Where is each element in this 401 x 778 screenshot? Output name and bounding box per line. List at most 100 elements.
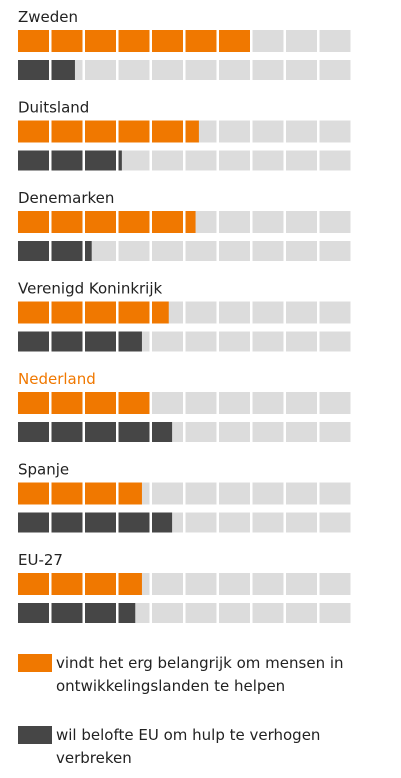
segment-gap xyxy=(116,241,119,261)
category-label: EU-27 xyxy=(18,551,63,569)
segment-gap xyxy=(49,573,52,595)
segment-gap xyxy=(250,603,253,623)
track-segment xyxy=(152,241,183,261)
segment-gap xyxy=(149,422,152,442)
track-segment xyxy=(252,331,284,352)
segment-gap xyxy=(283,331,286,352)
segment-gap xyxy=(283,482,286,505)
segment-gap xyxy=(116,331,119,352)
track-segment xyxy=(286,573,317,595)
track-segment xyxy=(252,60,284,80)
track-segment xyxy=(152,392,183,414)
segment-gap xyxy=(49,30,52,52)
segment-gap xyxy=(149,150,152,171)
segment-gap xyxy=(183,30,186,52)
chart: Zweden Duitsland Denemarken Verenigd Konink… xyxy=(18,8,351,623)
track-segment xyxy=(252,482,284,505)
track-segment xyxy=(286,211,317,233)
segment-gap xyxy=(82,331,85,352)
legend-item: vindt het erg belangrijk om mensen in on… xyxy=(18,652,388,698)
segment-gap xyxy=(183,422,186,442)
segment-gap xyxy=(216,241,219,261)
segment-gap xyxy=(317,482,320,505)
segment-gap xyxy=(250,30,253,52)
segment-gap xyxy=(283,392,286,414)
track-segment xyxy=(185,603,217,623)
segment-gap xyxy=(216,30,219,52)
segment-gap xyxy=(317,30,320,52)
track-segment xyxy=(185,422,217,442)
segment-gap xyxy=(49,512,52,533)
segment-gap xyxy=(283,603,286,623)
segment-gap xyxy=(82,603,85,623)
segment-gap xyxy=(183,150,186,171)
segment-gap xyxy=(216,301,219,324)
bar xyxy=(18,241,92,261)
track-segment xyxy=(319,150,351,171)
segment-gap xyxy=(317,331,320,352)
bar xyxy=(18,512,173,533)
track-segment xyxy=(252,392,284,414)
segment-gap xyxy=(116,211,119,233)
track-segment xyxy=(219,603,250,623)
segment-gap xyxy=(82,422,85,442)
track-segment xyxy=(286,392,317,414)
track-segment xyxy=(319,241,351,261)
segment-gap xyxy=(250,392,253,414)
segment-gap xyxy=(183,512,186,533)
segment-gap xyxy=(49,331,52,352)
track-segment xyxy=(319,573,351,595)
track-segment xyxy=(219,211,250,233)
track-segment xyxy=(319,30,351,52)
segment-gap xyxy=(183,573,186,595)
segment-gap xyxy=(216,512,219,533)
legend-swatch xyxy=(18,654,52,672)
segment-gap xyxy=(216,60,219,80)
track-segment xyxy=(286,422,317,442)
track-segment xyxy=(219,60,250,80)
segment-gap xyxy=(317,211,320,233)
segment-gap xyxy=(317,422,320,442)
segment-gap xyxy=(216,603,219,623)
segment-gap xyxy=(283,241,286,261)
track-segment xyxy=(185,573,217,595)
track-segment xyxy=(319,331,351,352)
segment-gap xyxy=(116,573,119,595)
track-segment xyxy=(152,603,183,623)
track-segment xyxy=(286,603,317,623)
track-segment xyxy=(319,392,351,414)
track-segment xyxy=(319,120,351,143)
track-segment xyxy=(185,150,217,171)
segment-gap xyxy=(183,211,186,233)
segment-gap xyxy=(149,211,152,233)
track-segment xyxy=(286,150,317,171)
segment-gap xyxy=(82,30,85,52)
segment-gap xyxy=(82,241,85,261)
segment-gap xyxy=(49,392,52,414)
track-segment xyxy=(219,120,250,143)
bar xyxy=(18,603,136,623)
segment-gap xyxy=(149,573,152,595)
track-segment xyxy=(252,120,284,143)
segment-gap xyxy=(250,60,253,80)
segment-gap xyxy=(82,482,85,505)
segment-gap xyxy=(149,120,152,143)
segment-gap xyxy=(250,150,253,171)
segment-gap xyxy=(116,422,119,442)
bar xyxy=(18,422,173,442)
segment-gap xyxy=(250,512,253,533)
segment-gap xyxy=(183,241,186,261)
segment-gap xyxy=(317,241,320,261)
legend-label: wil belofte EU om hulp te verhogen verbr… xyxy=(56,726,321,767)
segment-gap xyxy=(116,603,119,623)
segment-gap xyxy=(283,60,286,80)
segment-gap xyxy=(82,211,85,233)
segment-gap xyxy=(49,120,52,143)
track-segment xyxy=(152,573,183,595)
segment-gap xyxy=(317,603,320,623)
segment-gap xyxy=(49,603,52,623)
category-label: Zweden xyxy=(18,8,78,26)
segment-gap xyxy=(116,512,119,533)
segment-gap xyxy=(116,150,119,171)
segment-gap xyxy=(183,60,186,80)
